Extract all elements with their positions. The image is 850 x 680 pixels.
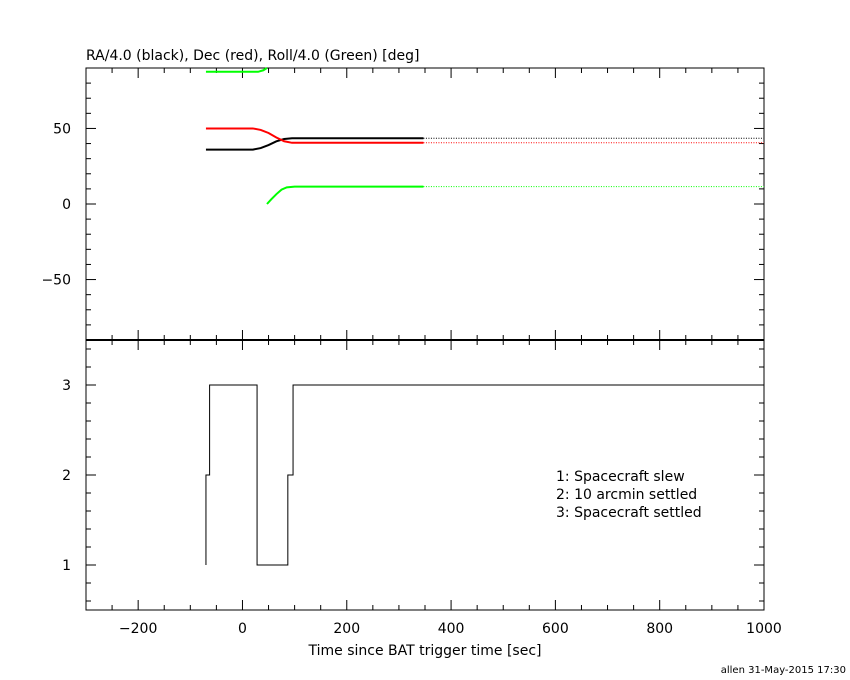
footer-credit: allen 31-May-2015 17:30: [721, 665, 846, 676]
series-line: [205, 137, 424, 151]
x-tick-label: 200: [333, 621, 360, 637]
y-tick-label: 0: [62, 197, 71, 213]
x-tick-label: 400: [438, 621, 465, 637]
upper-panel-frame: [85, 67, 765, 341]
lower-ticks: [85, 340, 765, 610]
x-axis-label: Time since BAT trigger time [sec]: [308, 643, 542, 659]
lower-tick-labels: 1 2 3 −200 0 200 400 600 800 1000: [62, 378, 782, 637]
legend-entry-2: 2: 10 arcmin settled: [556, 487, 697, 503]
y-tick-label: 50: [53, 121, 71, 137]
x-tick-label: 800: [646, 621, 673, 637]
upper-tick-labels: −50 0 50: [41, 121, 71, 288]
series-line: [266, 185, 424, 205]
y-tick-label: 3: [62, 378, 71, 394]
x-tick-label: 1000: [746, 621, 782, 637]
series-line: [205, 127, 424, 144]
x-tick-label: 0: [238, 621, 247, 637]
series-line: [205, 67, 268, 73]
y-tick-label: 2: [62, 468, 71, 484]
status-step-line: [205, 384, 764, 566]
chart-title: RA/4.0 (black), Dec (red), Roll/4.0 (Gre…: [86, 48, 419, 64]
upper-ticks: [85, 67, 765, 341]
x-tick-label: −200: [119, 621, 157, 637]
y-tick-label: 1: [62, 558, 71, 574]
lower-series: [205, 384, 764, 566]
y-tick-label: −50: [41, 273, 71, 289]
legend-entry-3: 3: Spacecraft settled: [556, 505, 702, 521]
upper-series: [205, 67, 764, 205]
x-tick-label: 600: [542, 621, 569, 637]
legend-entry-1: 1: Spacecraft slew: [556, 469, 685, 485]
